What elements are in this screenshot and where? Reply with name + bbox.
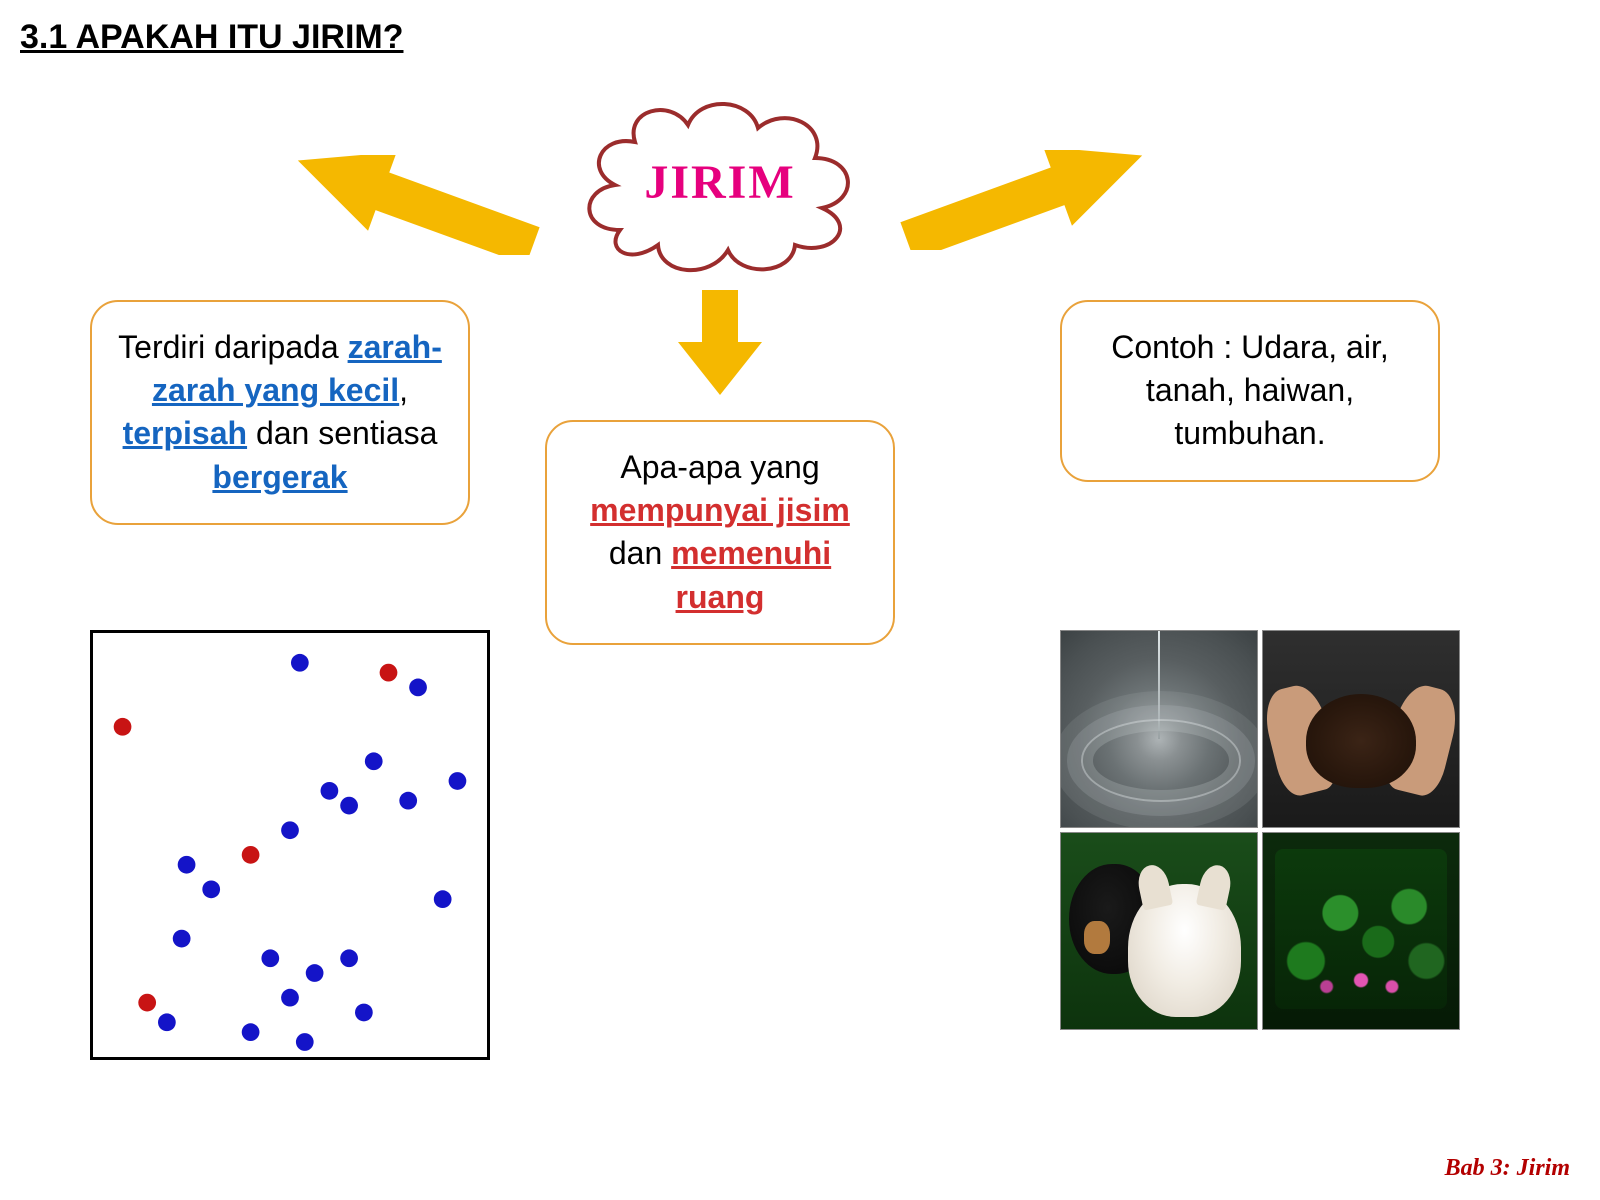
- highlight-ruang: memenuhi ruang: [671, 535, 831, 614]
- highlight-terpisah: terpisah: [123, 415, 247, 451]
- chapter-footer: Bab 3: Jirim: [1445, 1155, 1570, 1182]
- example-image-water: [1060, 630, 1258, 828]
- example-image-soil: [1262, 630, 1460, 828]
- particle-dots-icon: [93, 633, 487, 1057]
- examples-text: Contoh : Udara, air, tanah, haiwan, tumb…: [1111, 329, 1388, 451]
- soil-pile-icon: [1306, 694, 1416, 788]
- arrow-down-icon: [670, 280, 770, 400]
- text-plain: Apa-apa yang: [620, 449, 819, 485]
- highlight-bergerak: bergerak: [212, 459, 347, 495]
- example-image-plants: [1262, 832, 1460, 1030]
- cat-shape-icon: [1128, 884, 1242, 1017]
- info-box-examples: Contoh : Udara, air, tanah, haiwan, tumb…: [1060, 300, 1440, 482]
- info-box-definition: Apa-apa yang mempunyai jisim dan memenuh…: [545, 420, 895, 645]
- text-plain: dan sentiasa: [256, 415, 437, 451]
- example-image-animals: [1060, 832, 1258, 1030]
- cloud-label: JIRIM: [560, 155, 880, 210]
- page-title: 3.1 APAKAH ITU JIRIM?: [20, 18, 403, 57]
- text-plain: Terdiri daripada: [118, 329, 347, 365]
- particle-diagram: [90, 630, 490, 1060]
- text-sep: ,: [399, 372, 408, 408]
- arrow-right-icon: [880, 150, 1160, 250]
- cloud-bubble: JIRIM: [560, 80, 880, 280]
- arrow-left-icon: [280, 155, 560, 255]
- info-box-particles: Terdiri daripada zarah-zarah yang kecil,…: [90, 300, 470, 525]
- text-plain: dan: [609, 535, 671, 571]
- highlight-jisim: mempunyai jisim: [590, 492, 850, 528]
- examples-image-grid: [1060, 630, 1460, 1030]
- foliage-shape-icon: [1275, 849, 1448, 1010]
